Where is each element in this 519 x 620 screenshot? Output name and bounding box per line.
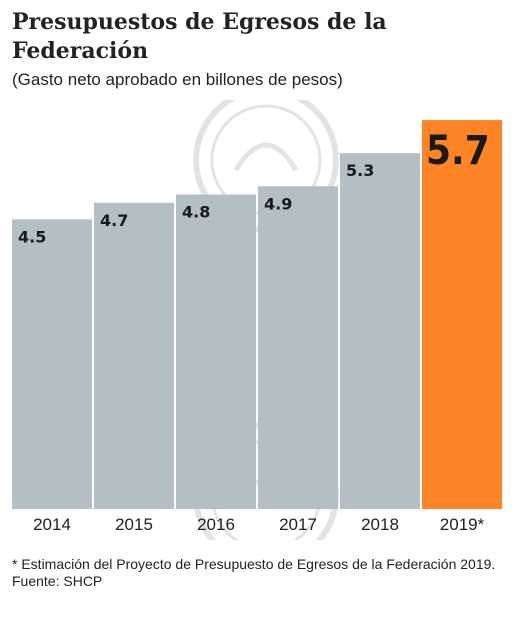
footnote: * Estimación del Proyecto de Presupuesto… — [12, 556, 512, 590]
bar-2018 — [340, 153, 420, 510]
source-note: Fuente: SHCP — [12, 573, 103, 589]
bar-group — [12, 120, 502, 510]
bar-chart: 4.54.7 4.8 4.95.3 5.7 2014 2015 2016 2017 2018 2… — [12, 100, 502, 540]
x-tick-label: 2014 — [33, 515, 71, 534]
bar-2017 — [258, 186, 338, 509]
bar-value-label: 4.8 — [182, 203, 210, 222]
bar-2016 — [176, 194, 256, 510]
chart-subtitle: (Gasto neto aprobado en billones de peso… — [12, 70, 343, 89]
x-tick-label: 2018 — [361, 515, 399, 534]
x-axis-labels: 2014 2015 2016 2017 2018 2019* — [33, 515, 485, 534]
x-tick-label: 2015 — [115, 515, 153, 534]
chart-title: Presupuestos de Egresos de la Federación — [12, 9, 387, 64]
bar-2014 — [12, 219, 92, 509]
x-tick-label: 2019* — [440, 515, 485, 534]
bar-2015 — [94, 202, 174, 509]
estimate-note: * Estimación del Proyecto de Presupuesto… — [12, 556, 496, 572]
bar-value-label: 4.5 — [18, 227, 46, 246]
x-tick-label: 2017 — [279, 515, 317, 534]
value-label-group: 4.5 4.7 4.8 4.9 5.3 5.7 — [18, 128, 490, 246]
bar-value-label: 4.9 — [264, 194, 292, 213]
bar-value-label: 5.3 — [346, 161, 374, 180]
bar-value-label: 4.7 — [100, 211, 128, 230]
bar-value-label: 5.7 — [426, 128, 490, 174]
x-tick-label: 2016 — [197, 515, 235, 534]
bar-2019 — [422, 120, 502, 509]
